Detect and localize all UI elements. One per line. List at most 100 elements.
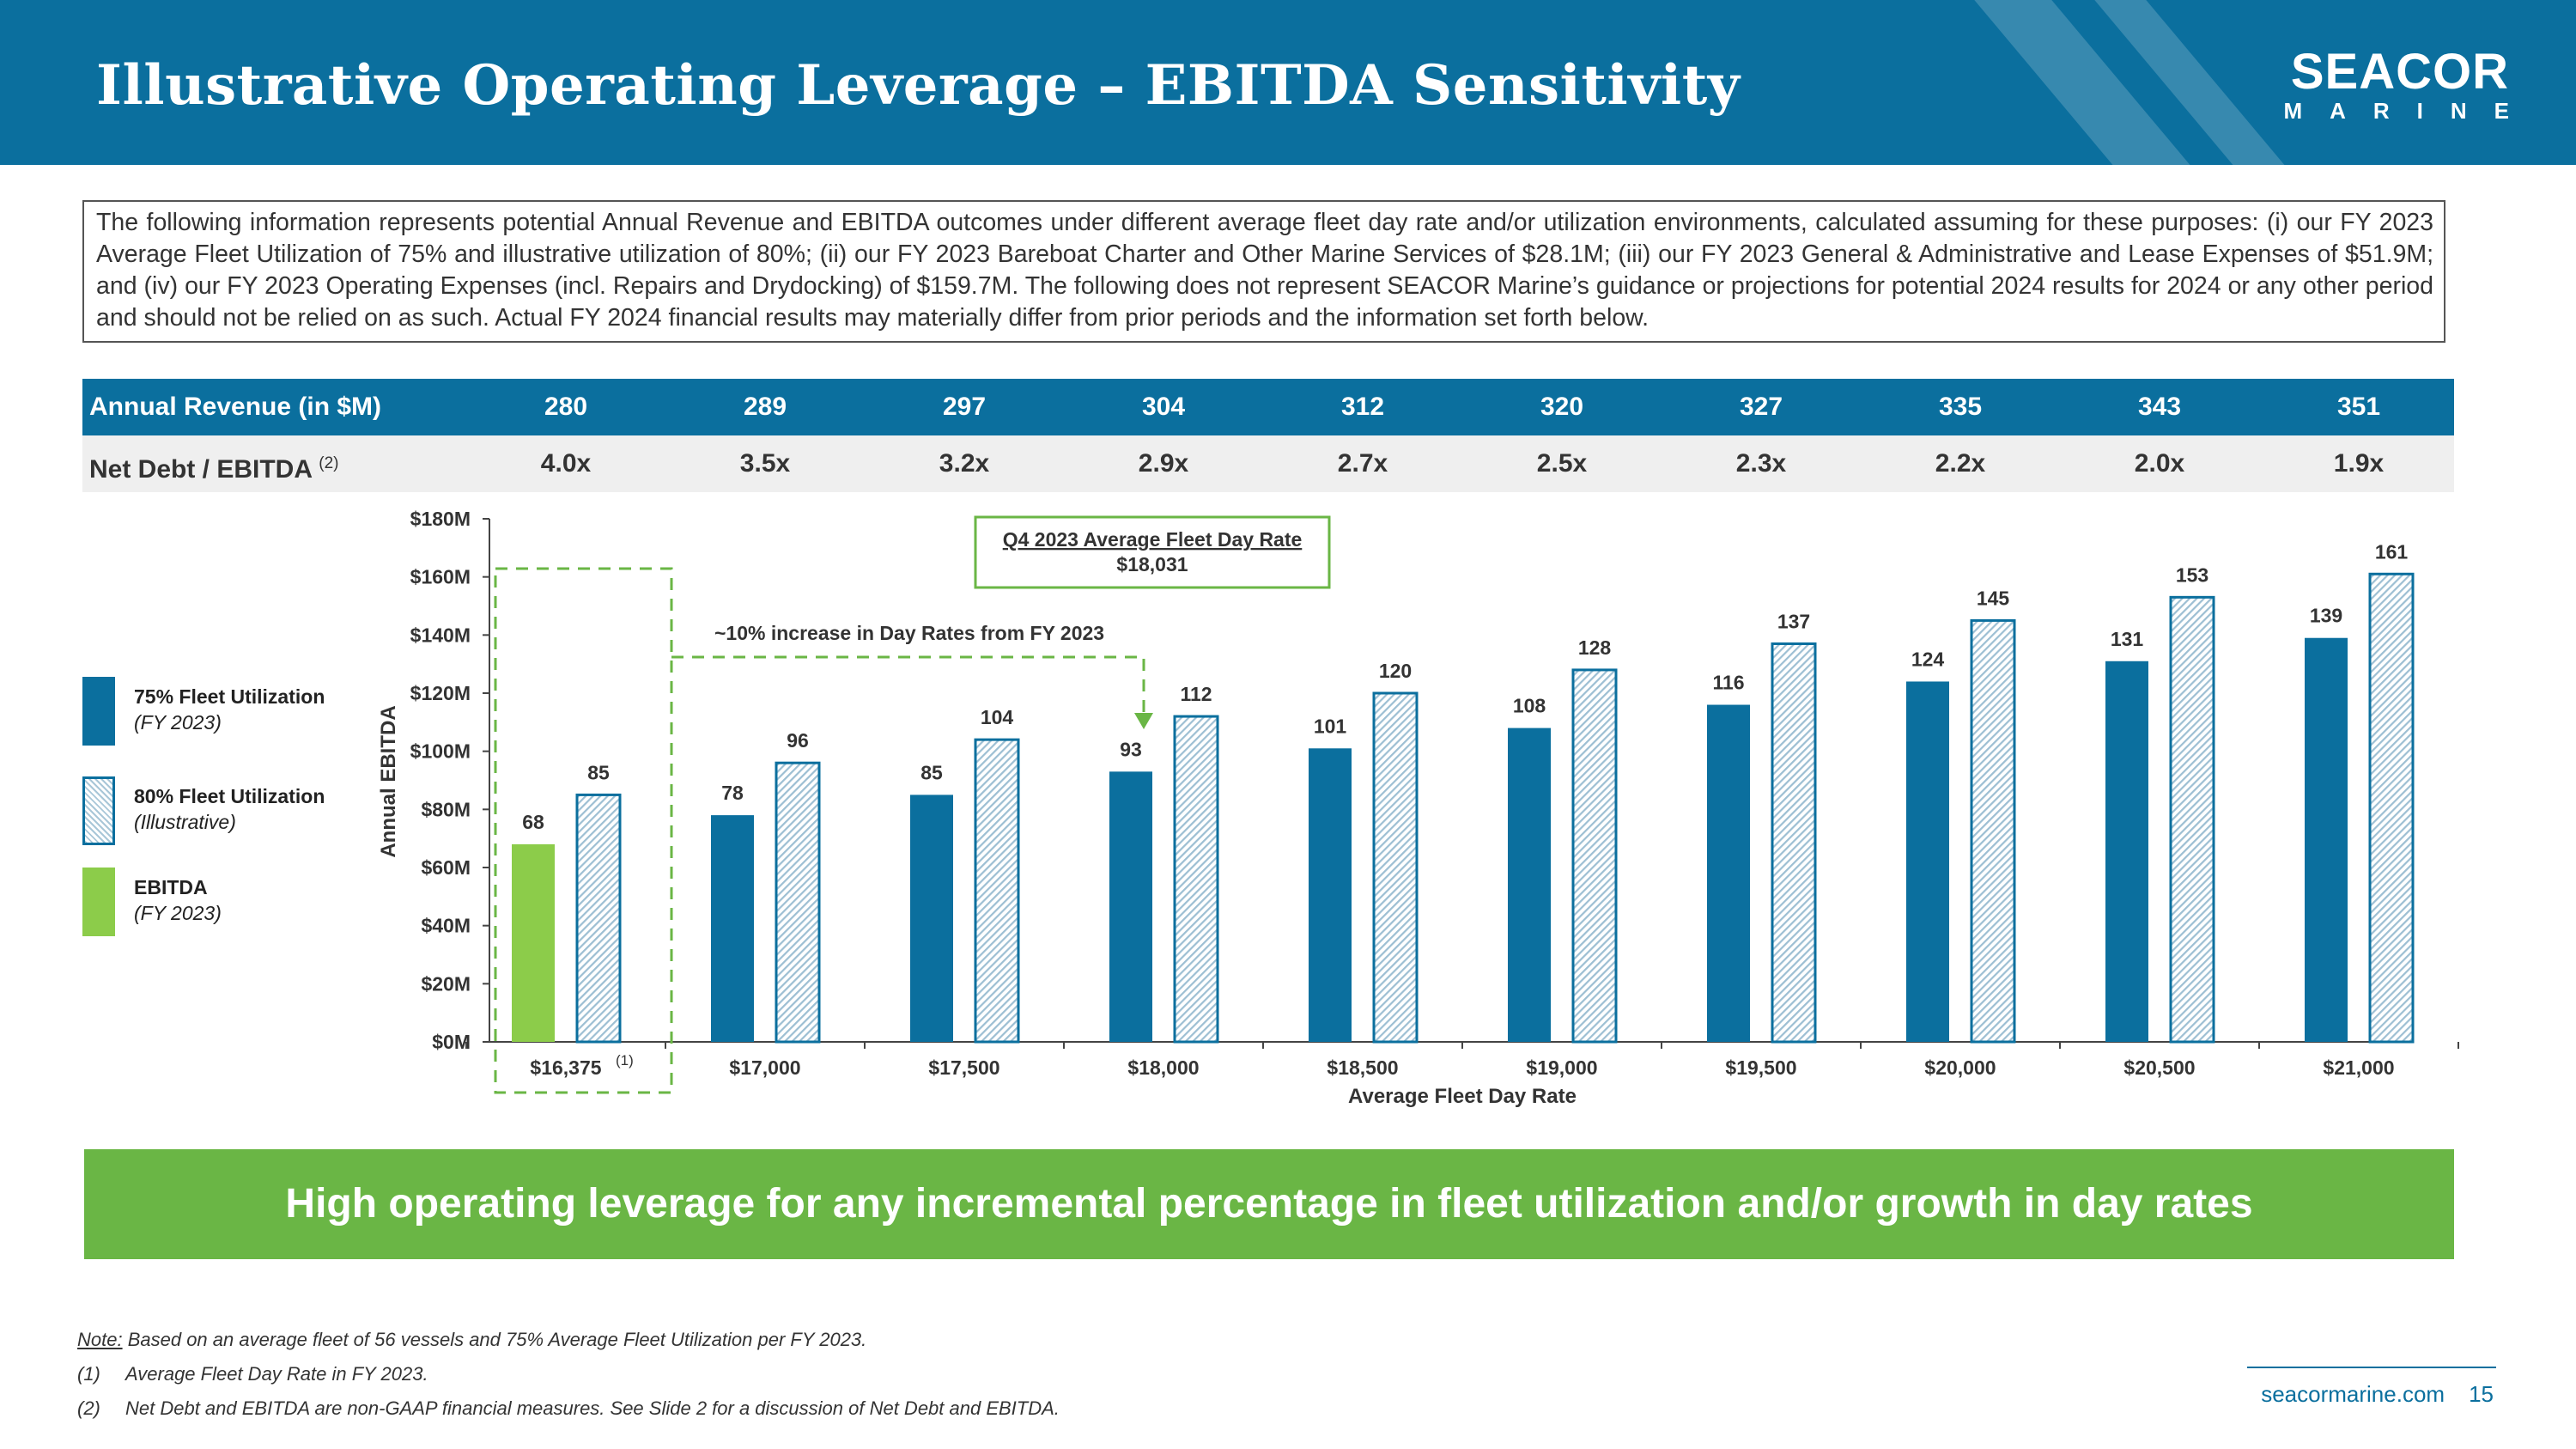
bar-75-utilization [1906, 681, 1949, 1042]
revenue-cell: 304 [1141, 393, 1186, 421]
revenue-cell: 297 [942, 393, 987, 421]
x-tick-label: $20,500 [2123, 1056, 2195, 1079]
highlight-box [494, 567, 673, 1094]
bar-ebitda [512, 843, 555, 1042]
leverage-label: Net Debt / EBITDA (2) [89, 435, 338, 498]
website-link[interactable]: seacormarine.com [2261, 1381, 2445, 1407]
revenue-label: Annual Revenue (in $M) [89, 393, 382, 421]
leverage-cell: 3.5x [739, 449, 791, 478]
increase-connector [671, 655, 1145, 717]
increase-arrow-head [1134, 713, 1153, 729]
legend-sublabel: (FY 2023) [134, 902, 222, 924]
leverage-row: Net Debt / EBITDA (2) 4.0x 3.5x 3.2x 2.9x 2.… [82, 435, 2454, 492]
leverage-cell: 2.2x [1935, 449, 1986, 478]
bar-80-utilization [2169, 595, 2215, 1044]
logo-subtext: MARINE [2283, 98, 2537, 124]
bar-75-utilization [2305, 637, 2348, 1042]
revenue-cell: 327 [1739, 393, 1783, 421]
y-tick-label: $140M [410, 624, 471, 646]
company-logo: SEACOR MARINE [2251, 44, 2509, 125]
y-tick-label: $120M [410, 682, 471, 704]
bar-80-utilization [1970, 618, 2016, 1044]
page-number: 15 [2469, 1381, 2494, 1407]
data-label-80: 153 [2176, 563, 2208, 586]
intro-disclaimer: The following information represents pot… [82, 200, 2445, 343]
x-tick-label: $21,000 [2323, 1056, 2394, 1079]
x-footnote-ref: (1) [616, 1052, 634, 1068]
header-bar: Illustrative Operating Leverage – EBITDA… [0, 0, 2576, 165]
bar-80-utilization [2368, 572, 2415, 1044]
leverage-cell: 2.0x [2134, 449, 2185, 478]
footnotes: Note: Based on an average fleet of 56 ve… [77, 1323, 1060, 1426]
data-label-80: 85 [587, 761, 610, 783]
note-text: Based on an average fleet of 56 vessels … [122, 1329, 867, 1350]
bar-75-utilization [1707, 704, 1750, 1042]
data-label-80: 120 [1379, 660, 1412, 682]
footer: seacormarine.com 15 [2261, 1381, 2494, 1408]
leverage-label-text: Net Debt / EBITDA [89, 455, 312, 484]
footnote-main: Note: Based on an average fleet of 56 ve… [77, 1323, 1060, 1357]
x-tick-label: $18,500 [1327, 1056, 1398, 1079]
y-tick-label: $80M [421, 798, 471, 820]
revenue-cell: 312 [1340, 393, 1385, 421]
data-label-75: 116 [1712, 672, 1744, 694]
leverage-footnote-ref: (2) [319, 454, 339, 472]
data-label-75: 124 [1911, 648, 1945, 670]
bar-75-utilization [711, 815, 754, 1042]
bar-75-utilization [910, 795, 953, 1042]
takeaway-banner: High operating leverage for any incremen… [84, 1149, 2454, 1259]
legend-swatch [82, 776, 115, 845]
data-label-80: 128 [1578, 636, 1612, 659]
bar-75-utilization [1309, 748, 1352, 1042]
bar-80-utilization [1571, 668, 1618, 1044]
legend-label: EBITDA [134, 876, 208, 898]
note-label: Note: [77, 1329, 123, 1350]
y-tick-label: $100M [410, 740, 471, 763]
data-label-80: 96 [787, 729, 809, 752]
page-title: Illustrative Operating Leverage – EBITDA… [96, 53, 1741, 118]
y-tick-label: $20M [421, 972, 471, 995]
x-tick-label: $20,000 [1924, 1056, 1996, 1079]
data-label-75: 131 [2111, 628, 2144, 650]
data-label-75: 101 [1314, 715, 1347, 737]
ebitda-bar-chart: $0M $20M $40M $60M $80M $100M $120M $140M $160M $… [377, 508, 2459, 1108]
x-tick-label: $16,375 [530, 1056, 601, 1079]
data-label-75: 78 [721, 782, 744, 804]
x-tick-label: $19,000 [1526, 1056, 1597, 1079]
footnote-num: (2) [77, 1397, 100, 1419]
data-label-80: 137 [1777, 610, 1810, 632]
bar-80-utilization [1771, 642, 1817, 1044]
revenue-cell: 280 [544, 393, 588, 421]
legend-sublabel: (Illustrative) [134, 811, 236, 833]
bar-80-utilization [1372, 691, 1419, 1044]
q4-day-rate-value: $18,031 [1116, 553, 1188, 575]
footnote-num: (1) [77, 1363, 100, 1385]
data-label-75: 108 [1513, 695, 1546, 717]
footnote-text: Net Debt and EBITDA are non-GAAP financi… [125, 1397, 1060, 1419]
data-label-75: 85 [920, 761, 943, 783]
x-axis-title: Average Fleet Day Rate [1348, 1085, 1577, 1108]
data-label-75: 68 [522, 811, 544, 833]
y-tick-label: $60M [421, 856, 471, 879]
footnote-text: Average Fleet Day Rate in FY 2023. [125, 1363, 428, 1385]
y-axis-title: Annual EBITDA [377, 705, 400, 857]
y-tick-label: $40M [421, 915, 471, 937]
revenue-cell: 351 [2336, 393, 2381, 421]
logo-wordmark: SEACOR [2290, 44, 2509, 100]
data-label-75: 139 [2310, 605, 2342, 627]
y-tick-label: $180M [410, 508, 471, 530]
legend-swatch [82, 677, 115, 746]
leverage-cell: 2.3x [1735, 449, 1787, 478]
data-label-80: 112 [1180, 683, 1212, 705]
x-tick-label: $17,500 [928, 1056, 999, 1079]
bar-75-utilization [2105, 661, 2148, 1042]
y-tick-label: $0M [432, 1031, 471, 1053]
leverage-cell: 4.0x [540, 449, 592, 478]
revenue-cell: 343 [2137, 393, 2182, 421]
data-label-80: 161 [2375, 540, 2409, 563]
leverage-cell: 2.7x [1337, 449, 1388, 478]
legend-label: 75% Fleet Utilization [134, 685, 325, 708]
data-label-80: 104 [981, 706, 1014, 728]
leverage-cell: 2.9x [1138, 449, 1189, 478]
q4-day-rate-box [974, 515, 1331, 589]
